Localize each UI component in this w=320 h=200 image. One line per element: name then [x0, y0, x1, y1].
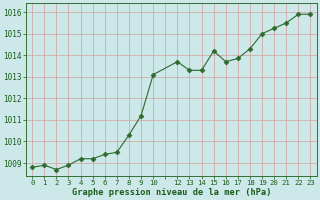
X-axis label: Graphe pression niveau de la mer (hPa): Graphe pression niveau de la mer (hPa): [72, 188, 271, 197]
